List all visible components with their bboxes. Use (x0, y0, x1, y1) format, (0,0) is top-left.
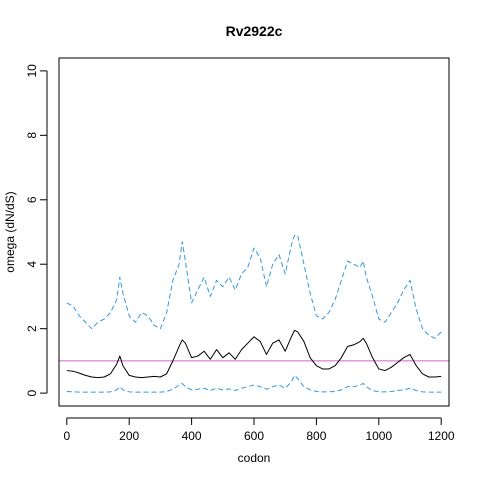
series-line-lower (66, 374, 442, 393)
y-tick-label: 4 (25, 261, 39, 268)
y-tick-label: 2 (25, 325, 39, 332)
x-tick-label: 0 (63, 429, 70, 443)
y-tick-label: 8 (25, 132, 39, 139)
y-tick-label: 6 (25, 196, 39, 203)
series-line-estimate (66, 329, 442, 379)
chart-title: Rv2922c (226, 23, 283, 39)
x-tick-label: 400 (182, 429, 202, 443)
x-tick-label: 600 (244, 429, 264, 443)
y-tick-label: 10 (25, 64, 39, 78)
y-tick-label: 0 (25, 389, 39, 396)
x-tick-label: 800 (306, 429, 326, 443)
x-axis-label: codon (238, 451, 271, 465)
series-line-upper (66, 234, 442, 339)
plot-frame (58, 57, 450, 407)
plot-area: 0 200 400 600 800 1000 1200 0 2 4 6 8 10 (25, 57, 455, 443)
x-tick-label: 200 (119, 429, 139, 443)
y-axis-label: omega (dN/dS) (3, 191, 17, 272)
x-tick-label: 1000 (365, 429, 392, 443)
x-tick-label: 1200 (428, 429, 455, 443)
